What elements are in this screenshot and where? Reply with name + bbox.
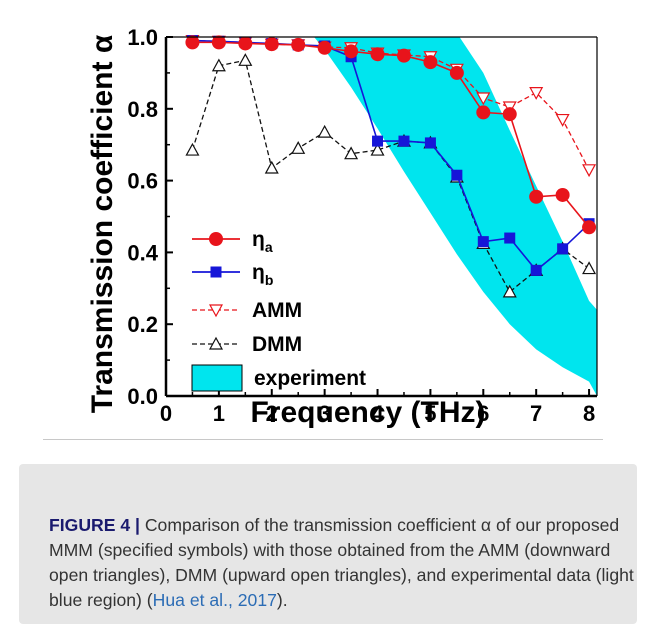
x-tick-label-5: 5 (424, 401, 436, 426)
marker-amm-14 (555, 113, 570, 127)
marker-dmm-7 (370, 142, 385, 156)
experiment-band (311, 37, 597, 396)
marker-ηa-2 (238, 36, 253, 51)
legend-label: experiment (254, 367, 366, 390)
legend-entry-ηa: ηa (192, 228, 273, 255)
caption-end: ). (276, 590, 288, 610)
y-axis-label: Transmission coefficient α (86, 34, 119, 413)
marker-ηa-7 (370, 47, 385, 62)
marker-ηa-3 (264, 37, 279, 52)
figure-label: FIGURE 4 | (49, 515, 140, 535)
marker-ηa-legend (209, 232, 223, 246)
marker-ηb-14 (557, 243, 569, 255)
legend-swatch (191, 364, 243, 392)
legend-entry-amm: AMM (192, 299, 302, 322)
x-tick-label-4: 4 (371, 401, 384, 426)
marker-dmm-12 (502, 284, 517, 298)
y-tick-label-0.6: 0.6 (127, 169, 158, 194)
y-tick-label-0.8: 0.8 (127, 97, 158, 122)
marker-ηa-6 (344, 44, 359, 59)
marker-ηa-4 (291, 37, 306, 52)
marker-dmm-3 (264, 160, 279, 174)
marker-ηb-8 (398, 135, 410, 147)
marker-dmm-6 (344, 146, 359, 160)
marker-dmm-15 (582, 261, 597, 275)
x-tick-label-8: 8 (583, 401, 595, 426)
marker-amm-13 (529, 87, 544, 100)
legend-entry-experiment: experiment (191, 364, 366, 392)
x-axis-label: Frequency (THz) (250, 396, 485, 429)
x-tick-label-1: 1 (213, 401, 225, 426)
series-layer (185, 34, 597, 298)
marker-dmm-4 (291, 141, 306, 154)
marker-ηa-12 (502, 107, 517, 122)
legend-entry-dmm: DMM (192, 333, 302, 356)
marker-ηa-9 (423, 55, 438, 70)
y-tick-label-0.0: 0.0 (127, 384, 158, 409)
legend-label: ηa (252, 228, 273, 255)
marker-dmm-2 (238, 53, 253, 66)
marker-ηa-1 (211, 35, 226, 50)
divider (43, 439, 603, 440)
marker-amm-legend (208, 304, 224, 318)
legend: ηa ηb AMM DMM experiment (191, 228, 366, 392)
marker-ηa-15 (582, 220, 597, 235)
legend-label: ηb (252, 261, 273, 288)
marker-ηb-12 (504, 232, 516, 244)
experiment-band-layer (311, 37, 597, 396)
figure-caption: FIGURE 4 | Comparison of the transmissio… (49, 513, 649, 613)
citation-link[interactable]: Hua et al., 2017 (152, 590, 277, 610)
marker-ηa-8 (396, 48, 411, 63)
x-tick-label-7: 7 (530, 401, 542, 426)
caption-body: Comparison of the transmission coefficie… (49, 515, 634, 610)
marker-dmm-5 (317, 124, 332, 138)
line-dmm (191, 59, 590, 293)
series-ηa (185, 35, 597, 235)
x-tick-label-6: 6 (477, 401, 489, 426)
axes-layer: 0 1 2 3 4 5 6 7 8 0.0 0.2 0.4 0.6 0.8 1.0 (127, 25, 598, 426)
marker-ηa-13 (529, 189, 544, 204)
marker-amm-15 (582, 164, 597, 178)
marker-dmm-1 (211, 58, 226, 72)
legend-label: DMM (252, 333, 302, 356)
marker-dmm-legend (208, 336, 224, 350)
marker-dmm-0 (185, 142, 200, 156)
y-tick-label-0.4: 0.4 (127, 240, 158, 265)
marker-amm-11 (476, 92, 491, 106)
marker-ηb-9 (424, 137, 436, 149)
x-tick-label-3: 3 (319, 401, 331, 426)
marker-ηa-0 (185, 35, 200, 50)
line-ηa (192, 41, 590, 228)
marker-ηa-11 (476, 105, 491, 120)
marker-ηa-14 (555, 187, 570, 202)
y-tick-label-0.2: 0.2 (127, 312, 158, 337)
line-ηb (192, 39, 590, 272)
marker-ηa-5 (317, 40, 332, 55)
y-tick-label-1.0: 1.0 (127, 25, 158, 50)
x-tick-label-0: 0 (160, 401, 172, 426)
marker-ηb-7 (372, 135, 384, 147)
transmission-chart: 0 1 2 3 4 5 6 7 8 0.0 0.2 0.4 0.6 0.8 1.0 ηa ηb AMM DMM ex… (86, 25, 598, 429)
marker-ηb-11 (477, 236, 489, 248)
legend-entry-ηb: ηb (192, 261, 273, 288)
marker-ηb-10 (451, 169, 463, 181)
x-tick-label-2: 2 (266, 401, 278, 426)
marker-ηa-10 (449, 65, 464, 80)
marker-ηb-13 (530, 264, 542, 276)
legend-label: AMM (252, 299, 302, 322)
marker-ηb-legend (210, 266, 222, 278)
caption-box (19, 464, 637, 624)
